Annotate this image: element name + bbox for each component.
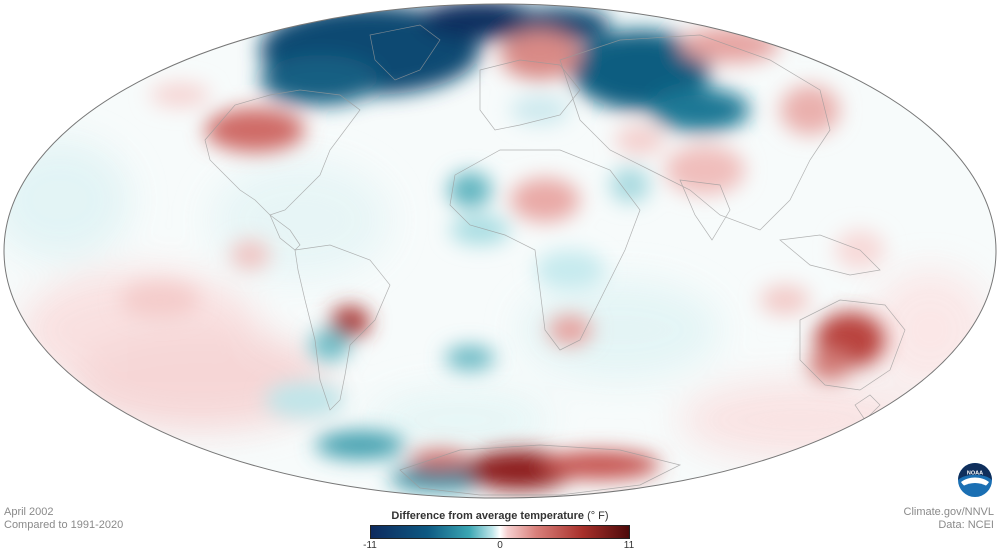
temperature-anomaly-map [3, 3, 997, 499]
noaa-logo-text: NOAA [967, 471, 983, 477]
legend-title: Difference from average temperature (° F… [370, 509, 630, 523]
baseline-label: Compared to 1991-2020 [4, 519, 124, 531]
legend-color-ramp [370, 525, 630, 539]
legend-title-text: Difference from average temperature [391, 510, 584, 522]
legend-ticks: -11 0 11 [363, 539, 634, 551]
noaa-logo: NOAA [958, 463, 992, 497]
legend-tick-min: -11 [363, 540, 377, 551]
data-credit: Data: NCEI [938, 519, 994, 531]
map-period-info: April 2002 Compared to 1991-2020 [4, 506, 123, 532]
credits: Climate.gov/NNVL Data: NCEI [904, 506, 994, 532]
legend-tick-max: 11 [623, 540, 635, 551]
legend-tick-mid: 0 [497, 540, 503, 551]
source-credit: Climate.gov/NNVL [903, 506, 994, 518]
color-legend: Difference from average temperature (° F… [363, 509, 634, 551]
legend-unit: (° F) [587, 510, 609, 522]
period-label: April 2002 [4, 506, 54, 518]
